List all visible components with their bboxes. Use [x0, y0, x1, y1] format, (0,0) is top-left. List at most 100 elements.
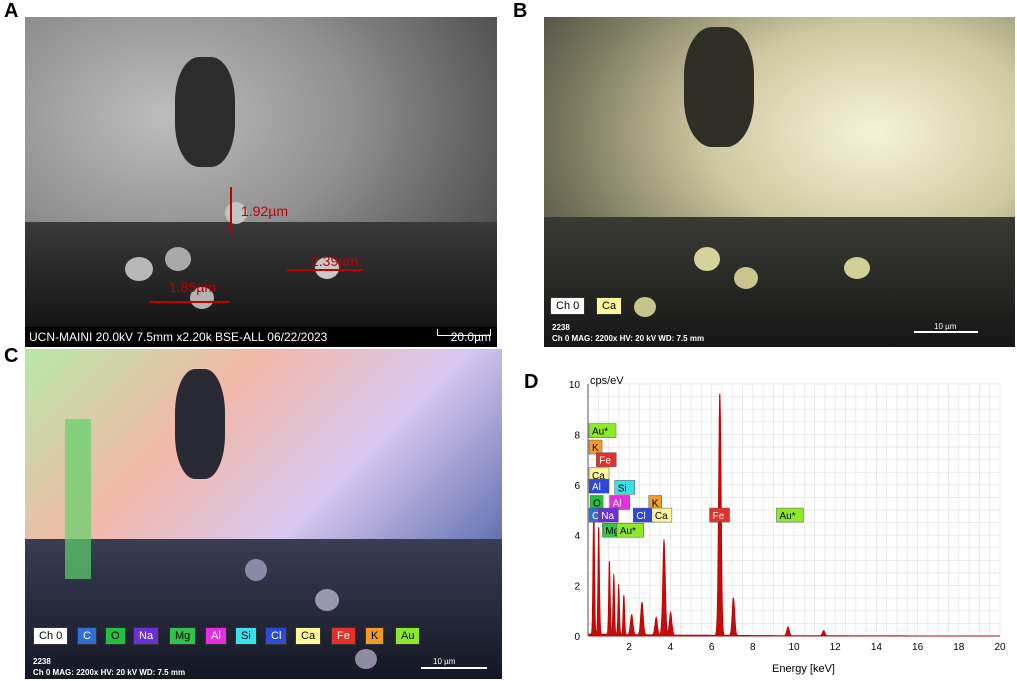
element-chip-o: O	[105, 627, 126, 645]
peak-label: Al	[613, 498, 622, 509]
crevice-shadow	[175, 369, 225, 479]
spectrum-series	[588, 393, 1001, 637]
element-chip-si: Si	[235, 627, 257, 645]
x-tick-label: 12	[830, 642, 842, 653]
x-tick-label: 20	[994, 642, 1006, 653]
scale-bar	[914, 331, 978, 333]
x-tick-label: 10	[788, 642, 800, 653]
crevice-shadow	[175, 57, 235, 167]
particle	[844, 257, 870, 279]
meta-id: 2238	[552, 323, 570, 332]
element-chip-cl: Cl	[265, 627, 288, 645]
crevice-shadow	[684, 27, 754, 147]
element-chip-ca: Ca	[295, 627, 322, 645]
element-chip-na: Na	[133, 627, 160, 645]
panel-label-b: B	[513, 0, 528, 22]
peak-label: Cl	[636, 511, 645, 522]
peak-label-box	[588, 439, 603, 455]
particle	[165, 247, 191, 271]
particle	[694, 247, 720, 271]
peak-label: K	[652, 498, 659, 509]
x-tick-label: 14	[871, 642, 883, 653]
particle	[315, 257, 339, 279]
sem-info-text: UCN-MAINI 20.0kV 7.5mm x2.20k BSE-ALL 06…	[29, 330, 328, 344]
scale-bar-label: 10 µm	[433, 657, 456, 666]
peak-label: Fe	[599, 456, 611, 467]
peak-label: Ca	[592, 471, 605, 482]
cavity-shadow	[544, 217, 1015, 347]
measurement-label-3: 1.85µm	[169, 279, 216, 295]
peak-label: C	[592, 511, 599, 522]
peak-label: Si	[618, 483, 627, 494]
y-tick-label: 10	[569, 380, 581, 391]
cavity-shadow	[25, 539, 502, 679]
element-chip-al: Al	[205, 627, 227, 645]
element-chip-au: Au	[395, 627, 421, 645]
cavity-shadow	[25, 222, 497, 327]
element-chip-k: K	[365, 627, 385, 645]
element-chip-ch0: Ch 0	[33, 627, 69, 645]
x-tick-label: 16	[912, 642, 924, 653]
peak-label-box	[598, 507, 619, 523]
peak-label-box	[616, 522, 645, 538]
scale-bar	[421, 667, 487, 669]
measurement-marker	[150, 301, 230, 303]
peak-label: K	[592, 443, 599, 454]
particle	[245, 559, 267, 581]
eds-map-composite: Ch 0 C O Na Mg Al Si Cl Ca Fe K Au 2238 Ch 0 MAG: 2…	[25, 349, 502, 679]
particle	[190, 287, 214, 309]
particle	[315, 589, 339, 611]
panel-label-d: D	[524, 371, 539, 393]
meta-info: Ch 0 MAG: 2200x HV: 20 kV WD: 7.5 mm	[33, 668, 186, 677]
x-tick-label: 6	[709, 642, 715, 653]
channel-chip-ch0: Ch 0	[550, 297, 586, 315]
peak-label: Al	[592, 482, 601, 493]
peak-label: Au*	[592, 427, 608, 438]
scale-bar-label: 10 µm	[934, 322, 957, 331]
peak-label-box	[595, 452, 617, 467]
x-tick-label: 18	[953, 642, 965, 653]
peak-label-box	[588, 478, 610, 494]
particle	[355, 649, 377, 669]
particle	[125, 257, 153, 281]
measurement-marker	[287, 269, 363, 271]
peak-label: Fe	[713, 511, 725, 522]
measurement-label-2: 2.39µm	[311, 253, 358, 269]
y-tick-label: 6	[574, 481, 580, 492]
x-tick-label: 2	[626, 642, 632, 653]
measurement-label-1: 1.92µm	[241, 203, 288, 219]
peak-label-box	[709, 507, 730, 523]
peak-label: Au*	[779, 511, 795, 522]
peak-label-box	[614, 480, 636, 495]
y-tick-label: 0	[574, 632, 580, 643]
peak-label: Mg	[605, 526, 619, 537]
peak-label-box	[651, 507, 673, 523]
meta-id: 2238	[33, 657, 51, 666]
sem-image-a: 1.92µm 2.39µm 1.85µm UCN-MAINI 20.0kV 7.…	[25, 17, 497, 347]
peak-label: Ca	[655, 511, 668, 522]
panel-label-a: A	[4, 0, 19, 22]
x-tick-label: 8	[750, 642, 756, 653]
particle	[634, 297, 656, 317]
channel-chip-ca: Ca	[596, 297, 623, 315]
x-axis-label: Energy [keV]	[772, 663, 835, 675]
sem-scale-bar	[437, 329, 491, 336]
y-tick-label: 4	[574, 531, 580, 542]
peak-label-box	[776, 507, 804, 523]
x-tick-label: 4	[668, 642, 674, 653]
eds-map-ca: Ch 0 Ca 2238 Ch 0 MAG: 2200x HV: 20 kV W…	[544, 17, 1015, 347]
element-chip-c: C	[77, 627, 97, 645]
peak-label-box	[588, 423, 617, 438]
green-streak	[65, 419, 91, 579]
meta-info: Ch 0 MAG: 2200x HV: 20 kV WD: 7.5 mm	[552, 334, 705, 343]
measurement-marker	[230, 187, 232, 233]
peak-label: Au*	[620, 526, 636, 537]
peak-label-box	[609, 495, 630, 510]
y-axis-label: cps/eV	[590, 375, 624, 387]
panel-label-c: C	[4, 345, 19, 367]
peak-label: Na	[601, 511, 614, 522]
sem-scale-label: 20.0µm	[450, 330, 491, 344]
sem-info-bar: UCN-MAINI 20.0kV 7.5mm x2.20k BSE-ALL 06…	[25, 327, 497, 347]
peak-label: O	[593, 498, 601, 509]
